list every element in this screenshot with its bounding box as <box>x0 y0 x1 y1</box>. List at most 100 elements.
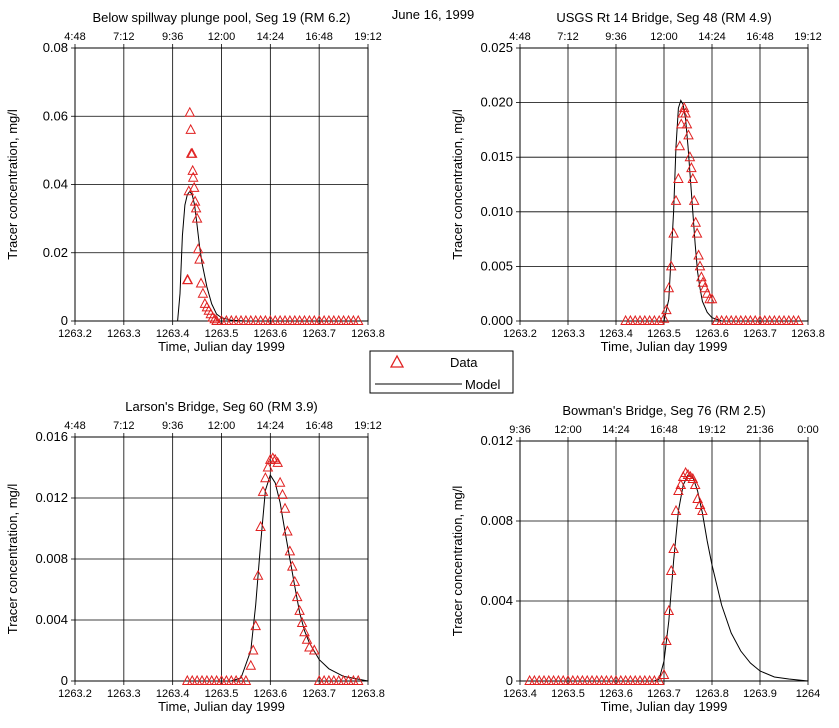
legend-box <box>369 350 514 394</box>
data-point <box>352 314 364 325</box>
data-point <box>686 162 697 173</box>
x-tick-label: 1263.6 <box>254 688 288 700</box>
y-tick-label: 0.016 <box>35 429 68 444</box>
top-time-tick-label: 12:00 <box>554 424 582 436</box>
x-tick-label: 1263.5 <box>647 328 681 340</box>
data-point <box>670 504 682 515</box>
data-point <box>680 107 691 118</box>
x-tick-label: 1263.2 <box>58 328 92 340</box>
x-tick-label: 1263.3 <box>551 328 585 340</box>
model-line <box>520 99 808 322</box>
legend-data-marker-icon <box>389 354 405 368</box>
top-time-tick-label: 9:36 <box>605 31 626 43</box>
x-tick-label: 1263.8 <box>351 688 385 700</box>
data-point <box>689 478 701 489</box>
data-point <box>240 674 252 685</box>
y-tick-label: 0.008 <box>480 513 513 528</box>
data-point <box>209 313 221 324</box>
panel-seg-19: Below spillway plunge pool, Seg 19 (RM 6… <box>5 10 385 354</box>
x-tick-label: 1263.6 <box>599 688 633 700</box>
y-tick-label: 0.04 <box>43 177 68 192</box>
data-point <box>658 668 670 679</box>
top-time-tick-label: 7:12 <box>113 31 134 43</box>
data-point <box>673 172 684 183</box>
data-point <box>663 282 675 293</box>
panel-seg-76: Bowman's Bridge, Seg 76 (RM 2.5) 1263.4 9:… <box>450 403 820 714</box>
top-time-tick-label: 4:48 <box>64 31 85 43</box>
data-point <box>683 129 694 140</box>
x-tick-label: 1263.2 <box>58 688 92 700</box>
x-axis-label: Time, Julian day 1999 <box>158 339 285 354</box>
x-tick-label: 1263.9 <box>743 688 777 700</box>
y-tick-label: 0.004 <box>35 612 68 627</box>
data-point <box>186 147 198 158</box>
x-axis-label: Time, Julian day 1999 <box>601 699 728 714</box>
data-point <box>257 485 269 496</box>
top-time-tick-label: 14:24 <box>257 31 285 43</box>
data-point <box>682 468 694 479</box>
panel-seg-60: Larson's Bridge, Seg 60 (RM 3.9) 1263.2 4:… <box>5 399 385 714</box>
data-point <box>207 311 219 322</box>
top-time-tick-label: 9:36 <box>162 420 183 432</box>
data-point <box>653 674 665 685</box>
y-tick-label: 0.025 <box>480 40 513 55</box>
x-tick-label: 1263.4 <box>156 688 190 700</box>
x-tick-label: 1263.5 <box>205 688 239 700</box>
data-point <box>250 620 262 631</box>
y-tick-label: 0 <box>61 673 68 688</box>
data-point <box>274 476 286 487</box>
data-point <box>260 472 271 483</box>
data-point <box>681 118 693 129</box>
top-time-tick-label: 7:12 <box>113 420 134 432</box>
data-point <box>668 542 679 553</box>
top-time-tick-label: 9:36 <box>509 424 530 436</box>
y-tick-label: 0 <box>506 673 513 688</box>
data-point <box>691 227 703 238</box>
data-point <box>272 456 284 467</box>
data-point <box>187 171 199 182</box>
y-tick-label: 0.000 <box>480 313 513 328</box>
data-point <box>674 140 686 151</box>
chart-title: Bowman's Bridge, Seg 76 (RM 2.5) <box>562 403 765 418</box>
x-tick-label: 1263.7 <box>302 688 336 700</box>
top-time-tick-label: 14:24 <box>257 420 285 432</box>
data-point <box>197 287 209 298</box>
data-point <box>684 151 696 162</box>
top-time-tick-label: 16:48 <box>650 424 678 436</box>
data-point <box>291 591 303 602</box>
top-time-tick-label: 19:12 <box>354 31 382 43</box>
top-time-tick-label: 4:48 <box>509 31 530 43</box>
chart-title: Below spillway plunge pool, Seg 19 (RM 6… <box>93 10 351 25</box>
data-point <box>688 194 700 205</box>
data-point <box>279 502 291 513</box>
x-tick-label: 1263.7 <box>647 688 681 700</box>
x-tick-label: 1263.8 <box>351 328 385 340</box>
panel-seg-48: USGS Rt 14 Bridge, Seg 48 (RM 4.9) 1263.2… <box>450 10 825 354</box>
x-tick-label: 1263.4 <box>503 688 537 700</box>
data-point <box>687 172 699 183</box>
data-point <box>267 452 279 463</box>
data-point <box>262 461 274 472</box>
chart-title: Larson's Bridge, Seg 60 (RM 3.9) <box>125 399 318 414</box>
data-point <box>694 260 706 271</box>
y-tick-label: 0.015 <box>480 149 513 164</box>
y-axis-label: Tracer concentration, mg/l <box>5 484 20 635</box>
y-tick-label: 0.08 <box>43 40 68 55</box>
data-point <box>195 277 207 288</box>
y-tick-label: 0.004 <box>480 593 513 608</box>
top-time-tick-label: 12:00 <box>208 31 236 43</box>
y-tick-label: 0 <box>61 313 68 328</box>
data-point <box>675 478 687 489</box>
top-time-tick-label: 14:24 <box>602 424 630 436</box>
data-point <box>670 194 682 205</box>
data-point <box>183 185 195 196</box>
data-point <box>282 525 293 536</box>
legend: Data Model <box>369 350 514 394</box>
data-point <box>665 260 677 271</box>
data-point <box>685 470 696 481</box>
data-point <box>692 492 703 503</box>
data-point <box>690 216 702 227</box>
data-point <box>252 569 264 580</box>
data-point <box>663 604 675 615</box>
